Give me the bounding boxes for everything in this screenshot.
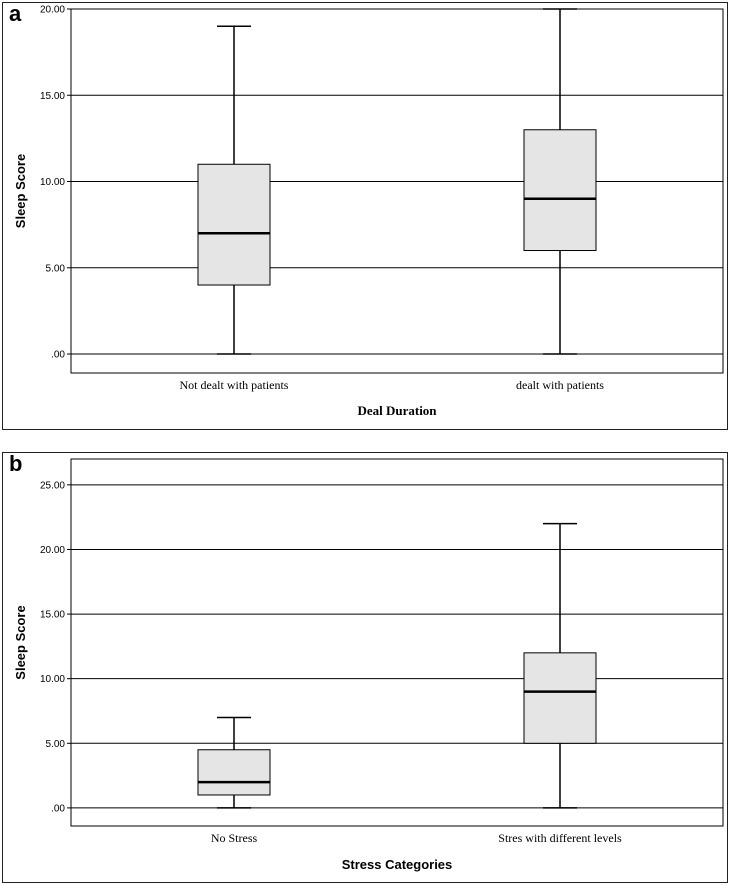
y-tick-label: 20.00 xyxy=(40,5,65,16)
chart-panel-a: a .00 5.00 10.00 15.00 20.00 Not dealt with p… xyxy=(2,1,728,430)
y-axis-title: Sleep Score xyxy=(13,154,28,228)
y-axis-title: Sleep Score xyxy=(13,605,28,679)
y-tick-label: .00 xyxy=(51,803,65,814)
panel-label: b xyxy=(9,451,23,476)
plot-area xyxy=(70,458,724,827)
y-tick-label: 10.00 xyxy=(40,674,65,685)
y-tick-label: 25.00 xyxy=(40,480,65,491)
x-category-label: No Stress xyxy=(211,831,258,845)
box-iqr xyxy=(523,129,597,252)
plot-area xyxy=(70,8,724,374)
y-tick-label: 15.00 xyxy=(40,91,65,102)
y-tick-label: 5.00 xyxy=(46,739,66,750)
panel-label: a xyxy=(9,1,22,26)
y-tick-label: 15.00 xyxy=(40,610,65,621)
x-category-label: Stres with different levels xyxy=(498,831,622,845)
x-axis-title: Stress Categories xyxy=(342,857,453,872)
y-tick-label: 10.00 xyxy=(40,177,65,188)
box-iqr xyxy=(523,652,597,744)
x-category-label: dealt with patients xyxy=(516,378,604,392)
x-category-label: Not dealt with patients xyxy=(180,378,289,392)
box-iqr xyxy=(197,163,271,286)
chart-panel-b: b .00 5.00 10.00 15.00 20.00 25.00 No Stress St… xyxy=(2,451,728,883)
y-tick-label: 5.00 xyxy=(46,263,66,274)
boxplot-chart-b: .00 5.00 10.00 15.00 20.00 25.00 No Stress Stre… xyxy=(13,458,724,872)
y-tick-label: .00 xyxy=(51,350,65,361)
boxplot-chart-a: .00 5.00 10.00 15.00 20.00 Not dealt with pat… xyxy=(13,5,724,418)
x-axis-title: Deal Duration xyxy=(357,403,437,418)
box-iqr xyxy=(197,749,271,796)
y-tick-label: 20.00 xyxy=(40,545,65,556)
